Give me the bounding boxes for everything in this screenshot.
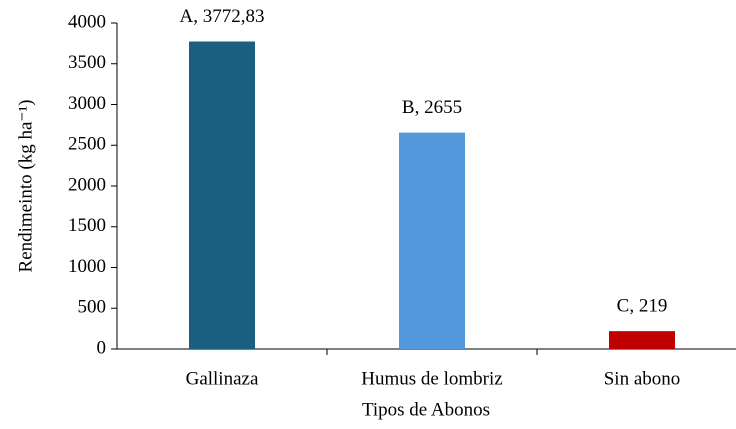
x-tick-label: Humus de lombriz xyxy=(361,368,502,389)
y-tick-label: 500 xyxy=(78,297,107,318)
x-axis-label: Tipos de Abonos xyxy=(362,399,490,420)
data-label: C, 219 xyxy=(617,296,668,317)
data-label: A, 3772,83 xyxy=(180,6,265,27)
bar xyxy=(189,41,255,350)
y-tick-label: 3500 xyxy=(68,52,106,73)
y-tick-label: 2000 xyxy=(68,174,106,195)
y-tick-label: 4000 xyxy=(68,11,106,32)
y-tick-label: 1500 xyxy=(68,215,106,236)
y-tick-label: 2500 xyxy=(68,134,106,155)
y-tick-label: 1000 xyxy=(68,256,106,277)
bar xyxy=(399,132,465,349)
y-axis-label: Rendimeinto (kg ha⁻¹) xyxy=(15,100,36,273)
y-tick-label: 0 xyxy=(97,337,107,358)
x-tick-label: Sin abono xyxy=(604,368,681,389)
bar xyxy=(609,331,675,349)
x-tick-label: Gallinaza xyxy=(186,368,259,389)
y-tick-label: 3000 xyxy=(68,93,106,114)
data-label: B, 2655 xyxy=(402,97,462,118)
